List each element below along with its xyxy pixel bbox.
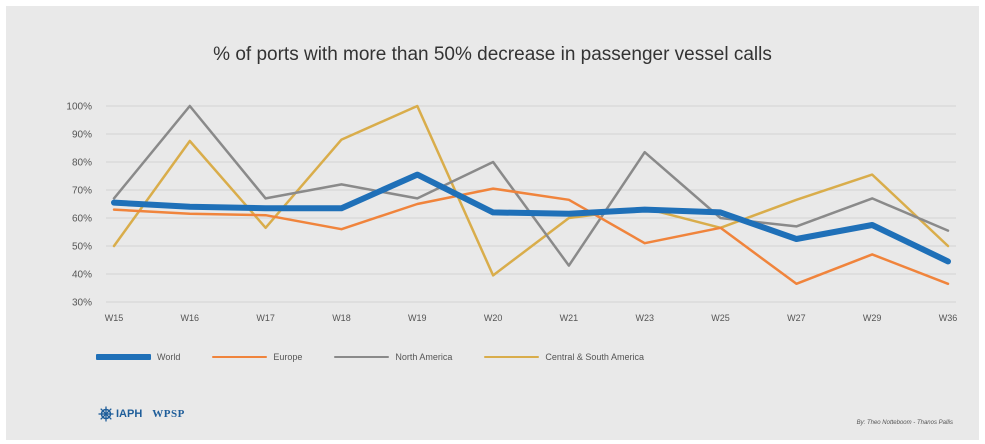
legend-swatch-central-south-america bbox=[484, 355, 540, 359]
series-line-central-south-america bbox=[112, 104, 950, 277]
x-tick-label: W23 bbox=[635, 313, 654, 323]
legend-label-world: World bbox=[157, 352, 181, 362]
x-tick-label: W16 bbox=[181, 313, 200, 323]
logo-iaph-text: IAPH bbox=[116, 408, 143, 420]
chart-title: % of ports with more than 50% decrease i… bbox=[213, 44, 772, 65]
legend-label-europe: Europe bbox=[273, 352, 303, 362]
logo-wpsp-text: WPSP bbox=[152, 408, 185, 420]
legend-label-central-south-america: Central & South America bbox=[545, 352, 644, 362]
legend-item-central-south-america: Central & South America bbox=[484, 352, 644, 362]
series-line-north-america bbox=[112, 104, 950, 267]
x-tick-label: W19 bbox=[408, 313, 427, 323]
x-tick-label: W25 bbox=[711, 313, 730, 323]
ship-wheel-icon bbox=[98, 406, 114, 422]
x-tick-label: W18 bbox=[332, 313, 351, 323]
legend-item-world: World bbox=[96, 352, 180, 362]
series-line-europe bbox=[112, 187, 950, 286]
legend-swatch-world bbox=[96, 354, 151, 360]
legend-label-north-america: North America bbox=[395, 352, 453, 362]
y-tick-label: 30% bbox=[72, 298, 92, 309]
legend-item-europe: Europe bbox=[212, 352, 302, 362]
x-tick-label: W20 bbox=[484, 313, 503, 323]
x-tick-label: W21 bbox=[560, 313, 579, 323]
y-tick-label: 80% bbox=[72, 158, 92, 169]
y-tick-label: 70% bbox=[72, 186, 92, 197]
legend-swatch-europe bbox=[212, 355, 268, 359]
chart-legend: World Europe North America Central & Sou… bbox=[96, 352, 676, 362]
y-tick-label: 90% bbox=[72, 130, 92, 141]
iaph-wpsp-logo: IAPH WPSP bbox=[98, 406, 185, 422]
y-tick-label: 40% bbox=[72, 270, 92, 281]
x-tick-label: W29 bbox=[863, 313, 882, 323]
author-credit: By: Theo Notteboom - Thanos Pallis bbox=[856, 420, 953, 426]
legend-swatch-north-america bbox=[334, 355, 390, 359]
line-chart: 30% 40% 50% 60% 70% 80% 90% 100% W15 W16 W17 W18 W19… bbox=[66, 102, 958, 324]
x-tick-label: W27 bbox=[787, 313, 806, 323]
x-tick-label: W36 bbox=[939, 313, 958, 323]
chart-card: % of ports with more than 50% decrease i… bbox=[6, 6, 979, 440]
legend-item-north-america: North America bbox=[334, 352, 452, 362]
y-tick-label: 60% bbox=[72, 214, 92, 225]
series-line-world bbox=[111, 171, 951, 265]
y-tick-label: 50% bbox=[72, 242, 92, 253]
x-tick-label: W17 bbox=[256, 313, 275, 323]
x-tick-label: W15 bbox=[105, 313, 124, 323]
y-tick-label: 100% bbox=[66, 102, 92, 113]
